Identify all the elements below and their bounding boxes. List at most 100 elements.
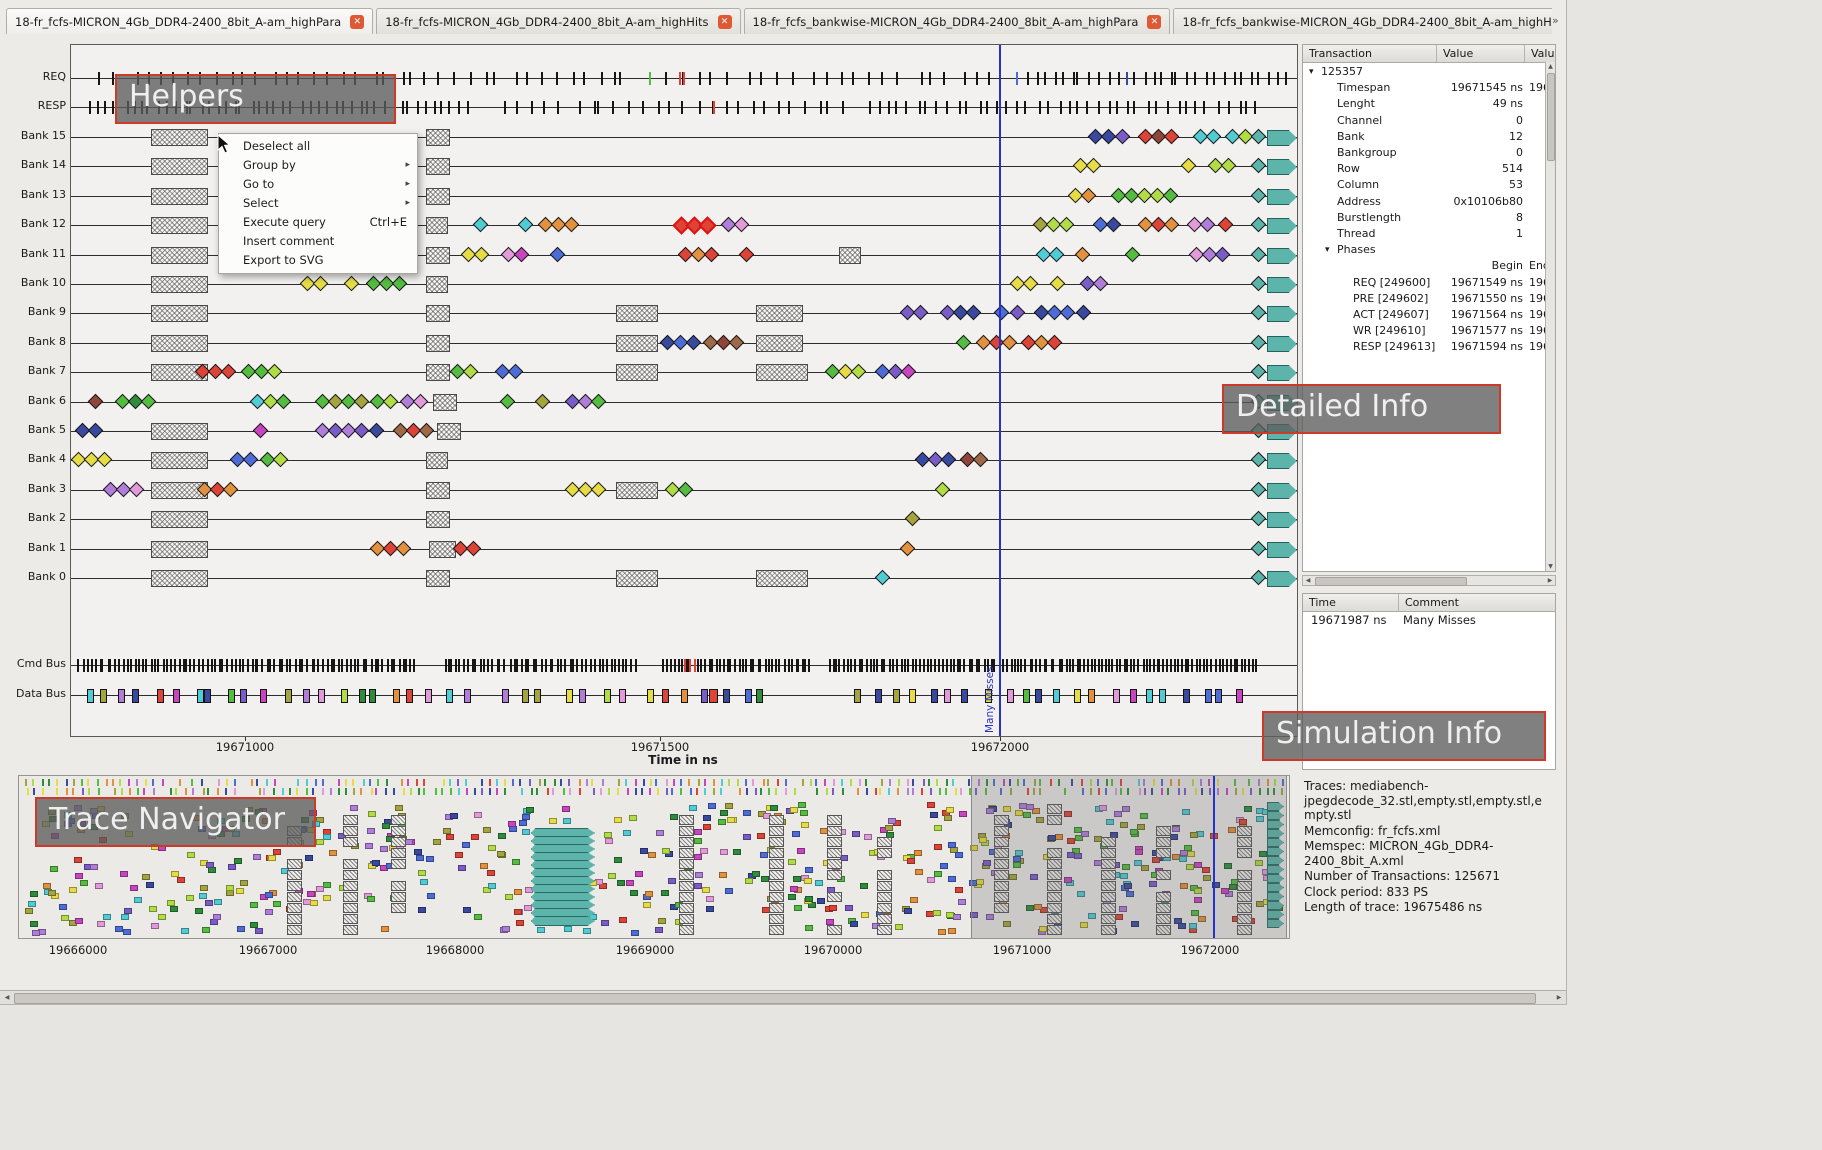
data-bus-block[interactable] xyxy=(930,689,938,703)
transaction-diamond[interactable] xyxy=(1205,128,1222,145)
transaction-diamond[interactable] xyxy=(1075,304,1092,321)
tab-close-icon[interactable]: ✕ xyxy=(717,14,732,29)
transaction-diamond[interactable] xyxy=(1001,334,1018,351)
tree-row[interactable]: ▾ 125357 xyxy=(1303,64,1546,80)
data-bus-block[interactable] xyxy=(619,689,626,703)
hatched-block[interactable] xyxy=(151,423,208,440)
tree-row[interactable]: Lenght 49 ns xyxy=(1303,96,1546,112)
data-bus-block[interactable] xyxy=(662,689,670,703)
transaction-diamond[interactable] xyxy=(507,363,524,380)
data-bus-block[interactable] xyxy=(1215,689,1223,703)
details-header-transaction[interactable]: Transaction xyxy=(1303,45,1437,62)
hatched-block[interactable] xyxy=(151,541,208,558)
row-end-diamond[interactable] xyxy=(1250,334,1267,351)
data-bus-block[interactable] xyxy=(425,689,433,703)
hatched-block[interactable] xyxy=(756,570,808,587)
menu-item-insert-comment[interactable]: Insert comment xyxy=(243,234,335,248)
hatched-block[interactable] xyxy=(616,570,658,587)
data-bus-block[interactable] xyxy=(259,689,267,703)
data-bus-block-highlight[interactable] xyxy=(709,689,718,703)
data-bus-block[interactable] xyxy=(1130,689,1138,703)
hatched-block[interactable] xyxy=(151,129,208,146)
row-end-arrow[interactable] xyxy=(1267,571,1297,587)
tree-expander-icon[interactable]: ▾ xyxy=(1325,245,1330,256)
transaction-diamond[interactable] xyxy=(472,216,489,233)
tree-row[interactable]: Thread 1 xyxy=(1303,226,1546,242)
hatched-block[interactable] xyxy=(616,305,658,322)
data-bus-block[interactable] xyxy=(284,689,292,703)
row-end-arrow[interactable] xyxy=(1267,365,1297,381)
tab-close-icon[interactable]: ✕ xyxy=(350,14,365,29)
transaction-diamond[interactable] xyxy=(343,275,360,292)
data-bus-block[interactable] xyxy=(393,689,400,703)
data-bus-block[interactable] xyxy=(406,689,413,703)
transaction-diamond[interactable] xyxy=(940,451,957,468)
transaction-diamond[interactable] xyxy=(955,334,972,351)
transaction-diamond[interactable] xyxy=(1105,216,1122,233)
tab-overflow-icon[interactable]: » xyxy=(1552,14,1559,27)
transaction-diamond[interactable] xyxy=(904,510,921,527)
menu-item-select[interactable]: Select ▸ xyxy=(219,194,417,213)
transaction-diamond[interactable] xyxy=(462,363,479,380)
details-vertical-scrollbar[interactable]: ▲ ▼ xyxy=(1545,62,1555,571)
data-bus-block[interactable] xyxy=(1073,689,1081,703)
transaction-diamond[interactable] xyxy=(353,422,370,439)
hatched-block[interactable] xyxy=(426,364,450,381)
hatched-block[interactable] xyxy=(426,482,450,499)
row-end-diamond[interactable] xyxy=(1250,481,1267,498)
transaction-diamond[interactable] xyxy=(473,246,490,263)
data-bus-block[interactable] xyxy=(722,689,730,703)
hatched-block[interactable] xyxy=(426,129,450,146)
comments-header-time[interactable]: Time xyxy=(1303,594,1399,611)
hatched-block[interactable] xyxy=(616,482,658,499)
scroll-right-icon[interactable]: ▶ xyxy=(1547,577,1553,584)
transaction-diamond[interactable] xyxy=(912,304,929,321)
row-end-diamond[interactable] xyxy=(1250,304,1267,321)
tree-row[interactable]: WR [249610]19671577 ns1967 xyxy=(1303,323,1546,339)
scroll-left-icon[interactable]: ◀ xyxy=(4,994,10,1001)
hatched-block[interactable] xyxy=(426,217,448,234)
row-end-diamond[interactable] xyxy=(1250,187,1267,204)
data-bus-block[interactable] xyxy=(755,689,763,703)
row-end-diamond[interactable] xyxy=(1250,569,1267,586)
data-bus-block[interactable] xyxy=(534,689,542,703)
transaction-diamond[interactable] xyxy=(703,246,720,263)
transaction-diamond[interactable] xyxy=(266,363,283,380)
hatched-block[interactable] xyxy=(426,305,450,322)
transaction-diamond[interactable] xyxy=(513,246,530,263)
hatched-block[interactable] xyxy=(616,335,658,352)
row-end-diamond[interactable] xyxy=(1250,451,1267,468)
hatched-block[interactable] xyxy=(151,188,208,205)
data-bus-block[interactable] xyxy=(464,689,472,703)
data-bus-block[interactable] xyxy=(118,689,125,703)
nav-selection-region[interactable] xyxy=(971,776,1287,938)
comments-header-comment[interactable]: Comment xyxy=(1405,596,1459,609)
scroll-left-icon[interactable]: ◀ xyxy=(1305,577,1311,584)
hatched-block[interactable] xyxy=(426,570,450,587)
transaction-diamond[interactable] xyxy=(140,393,157,410)
row-end-arrow[interactable] xyxy=(1267,159,1297,175)
data-bus-block[interactable] xyxy=(240,689,247,703)
transaction-diamond[interactable] xyxy=(993,304,1010,321)
hatched-block[interactable] xyxy=(151,158,208,175)
data-bus-block[interactable] xyxy=(874,689,882,703)
hatched-block[interactable] xyxy=(426,335,450,352)
scroll-up-icon[interactable]: ▲ xyxy=(1548,63,1553,70)
transaction-diamond[interactable] xyxy=(1199,216,1216,233)
transaction-diamond[interactable] xyxy=(465,540,482,557)
transaction-diamond[interactable] xyxy=(368,422,385,439)
data-bus-block[interactable] xyxy=(203,689,211,703)
row-end-arrow[interactable] xyxy=(1267,306,1297,322)
transaction-diamond[interactable] xyxy=(1124,246,1141,263)
transaction-diamond[interactable] xyxy=(353,393,370,410)
data-bus-block[interactable] xyxy=(943,689,951,703)
transaction-diamond[interactable] xyxy=(677,481,694,498)
transaction-diamond[interactable] xyxy=(1214,246,1231,263)
transaction-diamond[interactable] xyxy=(590,481,607,498)
data-bus-block[interactable] xyxy=(603,689,611,703)
transaction-diamond[interactable] xyxy=(87,393,104,410)
hatched-block[interactable] xyxy=(429,541,456,558)
menu-item-go-to[interactable]: Go to ▸ xyxy=(219,175,417,194)
transaction-diamond[interactable] xyxy=(312,275,329,292)
